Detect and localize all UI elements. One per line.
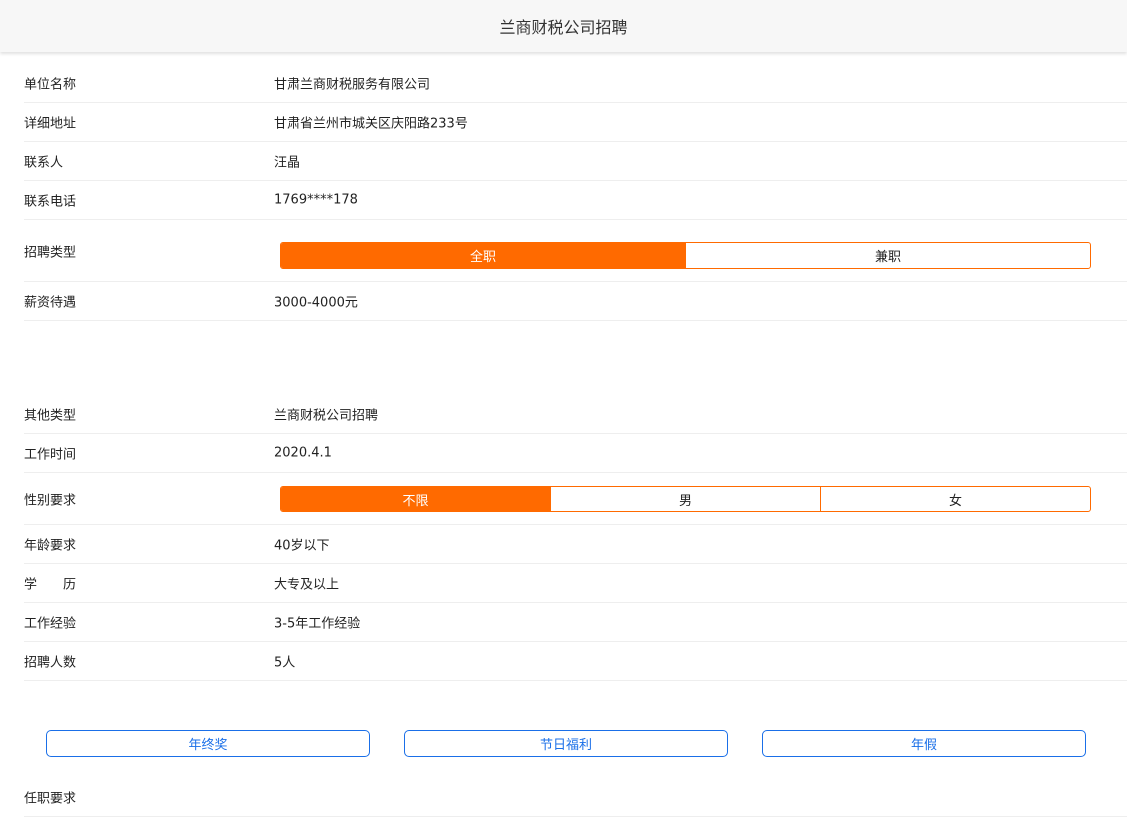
row-label: 性别要求 xyxy=(24,493,77,508)
info-row-phone: 联系电话 1769****178 xyxy=(24,181,1127,220)
row-value: 3000-4000元 xyxy=(274,295,358,311)
info-row-contact: 联系人 汪晶 xyxy=(24,142,1127,181)
row-value: 甘肃兰商财税服务有限公司 xyxy=(274,77,431,93)
row-value: 3-5年工作经验 xyxy=(274,616,361,632)
info-row-other-type: 其他类型 兰商财税公司招聘 xyxy=(24,395,1127,434)
row-label: 招聘人数 xyxy=(24,655,77,671)
info-row-education: 学 历 大专及以上 xyxy=(24,564,1127,603)
row-label: 联系人 xyxy=(24,155,64,171)
info-row-gender: 性别要求 xyxy=(24,473,1127,525)
row-value: 兰商财税公司招聘 xyxy=(274,408,379,424)
info-row-experience: 工作经验 3-5年工作经验 xyxy=(24,603,1127,642)
row-label: 单位名称 xyxy=(24,77,77,93)
info-row-work-time: 工作时间 2020.4.1 xyxy=(24,434,1127,473)
row-label: 工作时间 xyxy=(24,447,77,463)
gender-male[interactable]: 男 xyxy=(550,487,820,511)
benefit-annual-leave[interactable]: 年假 xyxy=(762,730,1086,757)
info-row-company: 单位名称 甘肃兰商财税服务有限公司 xyxy=(24,64,1127,103)
row-label: 详细地址 xyxy=(24,116,77,132)
row-label: 任职要求 xyxy=(24,791,77,807)
info-row-salary: 薪资待遇 3000-4000元 xyxy=(24,282,1127,321)
row-label: 招聘类型 xyxy=(24,245,77,260)
row-value: 1769****178 xyxy=(274,192,358,208)
info-row-requirements: 任职要求 xyxy=(24,778,1127,817)
row-value: 2020.4.1 xyxy=(274,445,332,461)
job-type-fulltime[interactable]: 全职 xyxy=(281,243,685,268)
row-label: 学 历 xyxy=(24,577,77,593)
page-title: 兰商财税公司招聘 xyxy=(499,18,628,37)
row-label: 其他类型 xyxy=(24,408,77,424)
benefit-year-end-bonus[interactable]: 年终奖 xyxy=(46,730,370,757)
info-row-job-type: 招聘类型 xyxy=(24,220,1127,282)
info-row-age: 年龄要求 40岁以下 xyxy=(24,525,1127,564)
job-type-segmented-control: 全职 兼职 xyxy=(280,242,1091,269)
gender-segmented-control: 不限 男 女 xyxy=(280,486,1091,512)
row-label: 薪资待遇 xyxy=(24,295,77,311)
benefit-holiday-welfare[interactable]: 节日福利 xyxy=(404,730,728,757)
job-type-parttime[interactable]: 兼职 xyxy=(685,243,1090,268)
row-value: 5人 xyxy=(274,655,296,671)
row-value: 大专及以上 xyxy=(274,577,340,593)
gender-female[interactable]: 女 xyxy=(820,487,1090,511)
row-value: 汪晶 xyxy=(274,155,301,171)
row-label: 联系电话 xyxy=(24,194,77,210)
row-label: 工作经验 xyxy=(24,616,77,632)
info-row-headcount: 招聘人数 5人 xyxy=(24,642,1127,681)
row-value: 甘肃省兰州市城关区庆阳路233号 xyxy=(274,116,468,132)
info-row-address: 详细地址 甘肃省兰州市城关区庆阳路233号 xyxy=(24,103,1127,142)
row-label: 年龄要求 xyxy=(24,538,77,554)
row-value: 40岁以下 xyxy=(274,538,330,554)
page-header: 兰商财税公司招聘 xyxy=(0,0,1127,52)
gender-any[interactable]: 不限 xyxy=(281,487,550,511)
